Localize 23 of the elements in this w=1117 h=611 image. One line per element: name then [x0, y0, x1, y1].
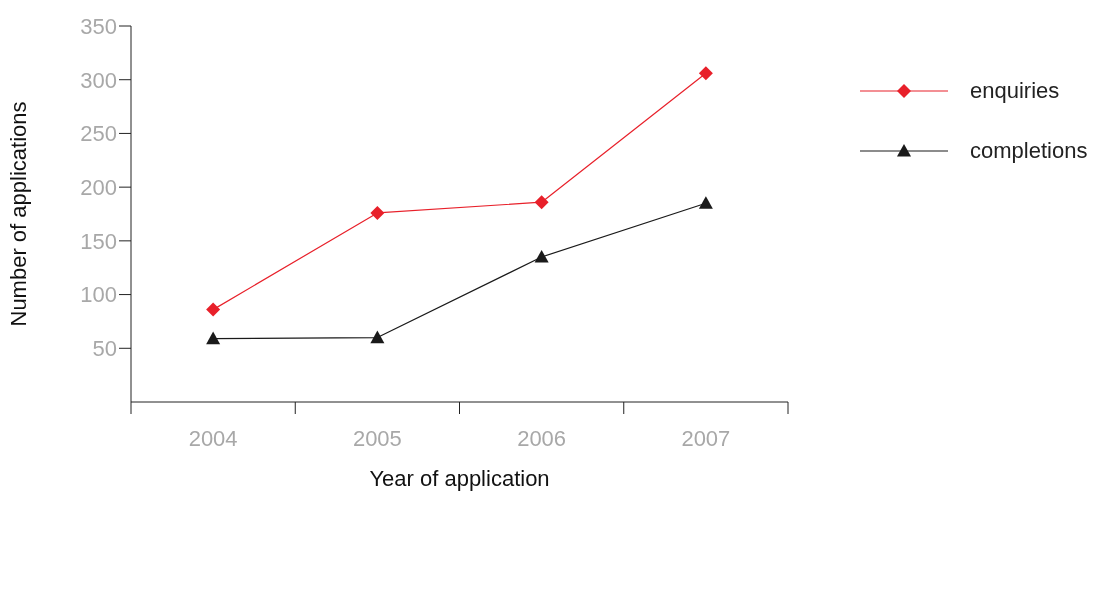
point [206, 331, 221, 345]
y-tick-label: 50 [92, 336, 117, 362]
y-tick-label: 200 [80, 174, 117, 200]
legend-label: completions [970, 138, 1088, 164]
point [698, 66, 713, 81]
y-axis-title: Number of applications [5, 101, 31, 327]
point [534, 249, 549, 263]
point [370, 330, 385, 344]
y-tick-label: 350 [80, 13, 117, 39]
y-tick-label: 300 [80, 67, 117, 93]
point [698, 196, 713, 209]
x-tick-label: 2007 [681, 426, 731, 451]
point [206, 302, 221, 317]
point [370, 205, 385, 220]
x-tick-label: 2004 [188, 426, 238, 451]
y-tick-label: 150 [80, 228, 117, 254]
y-tick-label: 250 [80, 121, 117, 147]
x-tick-label: 2006 [517, 426, 567, 451]
x-axis-title: Year of application [369, 466, 550, 491]
x-tick-label: 2005 [352, 426, 402, 451]
legend-label: enquiries [970, 78, 1060, 104]
y-tick-label: 100 [80, 282, 117, 308]
point [534, 195, 549, 210]
